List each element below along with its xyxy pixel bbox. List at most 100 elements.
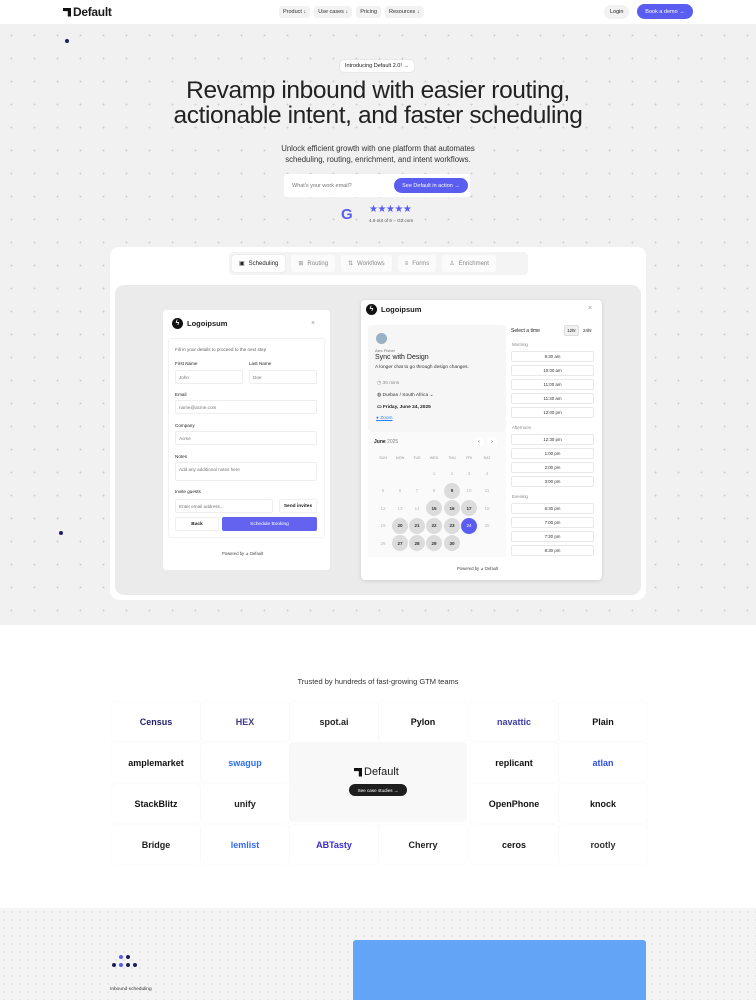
time-slot[interactable]: 6:30 pm [511, 503, 594, 514]
weekday-label: MON [395, 456, 405, 460]
calendar-day[interactable]: 21 [409, 517, 425, 534]
send-invites-button[interactable]: Send invites [279, 499, 317, 513]
notes-input[interactable] [175, 462, 317, 481]
last-name-input[interactable] [249, 370, 317, 384]
first-name-input[interactable] [175, 370, 243, 384]
logo-navattic: navattic [470, 702, 558, 741]
time-slot[interactable]: 3:00 pm [511, 476, 594, 487]
email-input[interactable] [175, 400, 317, 414]
logo[interactable]: Default [63, 5, 112, 19]
tab-forms[interactable]: ≡ Forms [397, 255, 437, 272]
time-slot[interactable]: 7:30 pm [511, 531, 594, 542]
back-button[interactable]: Back [175, 517, 219, 531]
form-intro: Fill in your details to proceed to the n… [175, 347, 267, 352]
calendar-day[interactable]: 28 [409, 535, 425, 551]
tab-label: Routing [307, 260, 329, 267]
login-button[interactable]: Login [604, 5, 630, 19]
logo-rootly: rootly [559, 825, 647, 864]
time-slot[interactable]: 10:00 am [511, 365, 594, 376]
guest-email-input[interactable] [175, 499, 273, 513]
prev-month-button[interactable]: ‹ [474, 437, 484, 447]
calendar-month: June 2025 [374, 439, 399, 445]
logo-knock: knock [559, 784, 647, 823]
time-slot[interactable]: 11:00 am [511, 379, 594, 390]
nav-link[interactable]: Product ↓ [279, 6, 311, 18]
nav-link[interactable]: Pricing [356, 6, 382, 18]
nav-links: Product ↓ Use cases ↓ Pricing Resources ↓ [279, 6, 424, 18]
logo-openphone: OpenPhone [470, 784, 558, 823]
calendar-day[interactable]: 30 [444, 535, 460, 551]
calendar-day[interactable]: 9 [444, 482, 460, 499]
calendar-day[interactable]: 24 [461, 517, 477, 534]
work-email-input[interactable] [292, 182, 382, 189]
weekday-label: THU [448, 456, 456, 460]
logo-pylon: Pylon [379, 702, 467, 741]
tab-enrichment[interactable]: ♙ Enrichment [442, 255, 496, 272]
calendar-day: 11 [484, 488, 490, 493]
calendar-day: 18 [484, 505, 490, 511]
powered-by: Powered by ⊿ Default [222, 551, 264, 556]
calendar-day: 2 [450, 470, 454, 476]
time-slot[interactable]: 8:30 pm [511, 545, 594, 556]
close-icon[interactable]: × [311, 320, 316, 327]
time-slot[interactable]: 11:30 am [511, 393, 594, 404]
calendar-day: 12 [380, 505, 386, 511]
globe-icon: ◍ [377, 393, 383, 398]
nav-link[interactable]: Resources ↓ [385, 6, 424, 18]
see-case-studies-button[interactable]: See case studies → [349, 784, 407, 796]
clock-icon: ◷ [377, 381, 383, 386]
calendar-day[interactable]: 20 [392, 517, 408, 534]
close-icon[interactable]: × [588, 305, 593, 312]
book-demo-button[interactable]: Book a demo → [637, 4, 693, 19]
calendar-day: 14 [414, 505, 420, 511]
logo-stackblitz: StackBlitz [112, 784, 200, 823]
timezone-select[interactable]: ◍ Durban / South Africa ⌄ [377, 393, 434, 398]
invite-guests-label: Invite guests [175, 489, 201, 494]
see-default-button[interactable]: See Default in action → [394, 178, 468, 193]
announcement-badge[interactable]: Introducing Default 2.0! → [340, 60, 414, 72]
weekday-label: WED [429, 456, 439, 460]
bolt-icon: ϟ [172, 318, 183, 329]
calendar-day[interactable]: 15 [426, 500, 442, 516]
nav-link[interactable]: Use cases ↓ [314, 6, 353, 18]
calendar-day[interactable]: 17 [461, 500, 477, 516]
featured-default-cell [290, 743, 466, 821]
decor-dot [59, 531, 63, 535]
tab-scheduling[interactable]: ▣ Scheduling [232, 255, 286, 272]
logo-ceros: ceros [470, 825, 558, 864]
24hr-toggle[interactable]: 24hr [583, 328, 592, 333]
selected-date: ▭ Friday, June 24, 2025 [377, 405, 431, 410]
bolt-icon: ϟ [366, 304, 377, 315]
tab-workflows[interactable]: ⇅ Workflows [341, 255, 392, 272]
company-label: Company [175, 423, 195, 428]
tab-routing[interactable]: ⊞ Routing [291, 255, 336, 272]
calendar-day: 5 [381, 488, 385, 493]
calendar-day[interactable]: 16 [444, 500, 460, 516]
calendar-day[interactable]: 23 [444, 517, 460, 534]
calendar-day[interactable]: 22 [426, 517, 442, 534]
time-slot[interactable]: 12:30 pm [511, 434, 594, 445]
12hr-toggle[interactable]: 12hr [564, 325, 579, 336]
calendar-day[interactable]: 27 [392, 535, 408, 551]
calendar-day: 8 [432, 488, 436, 493]
time-slot[interactable]: 1:00 pm [511, 448, 594, 459]
time-slot[interactable]: 7:00 pm [511, 517, 594, 528]
company-input[interactable] [175, 431, 317, 445]
next-month-button[interactable]: › [487, 437, 497, 447]
first-name-label: First Name [175, 361, 198, 366]
zoom-link[interactable]: ● Zoom [376, 416, 393, 421]
time-slot[interactable]: 12:00 pm [511, 407, 594, 418]
logo-cherry: Cherry [379, 825, 467, 864]
chevron-down-icon: ⌄ [428, 393, 434, 398]
time-slot[interactable]: 2:00 pm [511, 462, 594, 473]
time-section-label: Evening [512, 494, 528, 499]
tab-label: Forms [412, 260, 430, 267]
time-slot[interactable]: 9:30 am [511, 351, 594, 362]
logo-icon [63, 7, 71, 17]
tab-label: Enrichment [458, 260, 489, 267]
weekday-label: FRI [465, 456, 473, 460]
calendar-day: 1 [432, 470, 436, 476]
calendar-day[interactable]: 29 [426, 535, 442, 551]
schedule-booking-button[interactable]: Schedule Booking [222, 517, 317, 531]
form-brand: ϟ Logoipsum [172, 318, 227, 329]
